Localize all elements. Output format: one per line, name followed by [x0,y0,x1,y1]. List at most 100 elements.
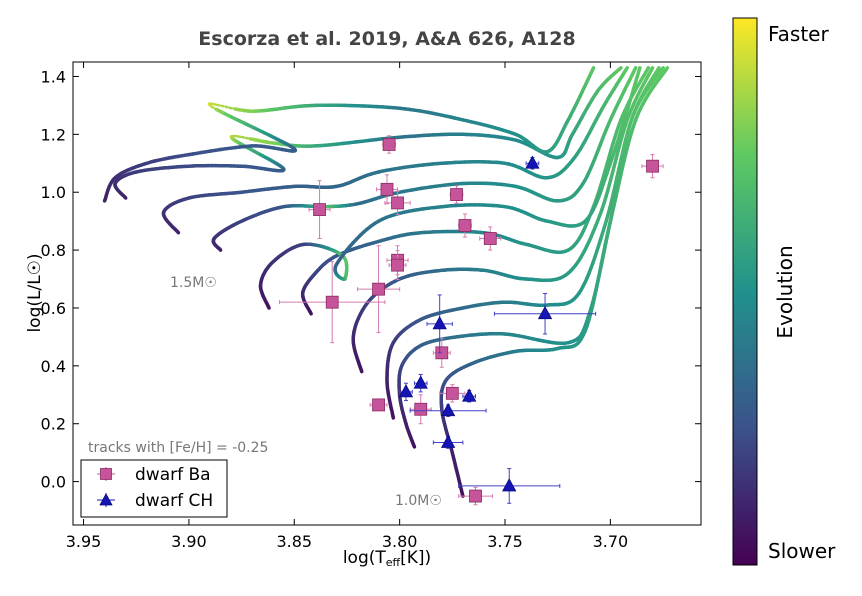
y-axis-ticks: 0.0 0.2 0.4 0.6 0.8 1.0 1.2 1.4 [41,67,701,492]
triangle-marker [440,434,456,448]
x-tick-label: 3.90 [171,532,207,551]
series-dwarf-ch [398,155,597,504]
y-tick-label: 0.2 [41,415,66,434]
track-segment [655,66,661,72]
track-segment [241,135,248,140]
data-point [439,384,466,403]
colorbar-gradient [732,17,758,566]
evolution-track [211,66,638,252]
x-tick-label: 3.70 [593,532,629,551]
mass-label-high: 1.5M☉ [170,275,217,291]
evolution-track [161,66,629,235]
colorbar: Faster Slower Evolution [732,17,836,566]
square-marker [435,346,449,360]
track-segment [624,66,629,72]
x-tick-label: 3.80 [382,532,418,551]
evolution-track [351,66,655,374]
square-marker [313,203,326,216]
data-point [356,245,401,334]
track-segment [237,135,244,139]
y-tick-label: 0.8 [41,241,66,260]
triangle-marker [413,375,428,389]
plot-frame [72,61,702,526]
x-axis-ticks: 3.95 3.90 3.85 3.80 3.75 3.70 [66,62,628,551]
data-point [462,388,477,403]
track-segment [618,66,623,71]
data-point [308,180,331,240]
data-point [479,226,502,251]
legend-label-ch: dwarf CH [135,491,213,511]
track-segment [216,103,224,108]
triangle-marker [502,478,517,492]
legend: dwarf Ba dwarf CH [80,459,228,518]
data-point [382,135,396,154]
square-marker [372,282,385,296]
data-point [409,402,487,417]
evolution-track [258,66,642,310]
chart-title: Escorza et al. 2019, A&A 626, A128 [198,28,575,50]
data-point [426,294,453,354]
square-marker [372,398,385,412]
triangle-marker [537,305,553,320]
data-point [641,154,664,179]
data-point [413,374,428,393]
x-tick-label: 3.85 [276,532,312,551]
data-point [458,486,493,506]
data-point [493,293,597,335]
square-marker [391,196,404,210]
data-point [375,174,399,205]
track-segment [664,66,670,72]
triangle-marker [398,384,414,398]
square-marker [414,402,428,416]
mass-label-low: 1.0M☉ [395,493,442,509]
x-tick-label: 3.95 [66,532,102,551]
square-marker [382,138,396,151]
y-tick-label: 0.0 [41,473,66,492]
y-tick-label: 1.0 [41,183,66,202]
data-point [369,398,388,412]
square-marker [450,188,463,201]
legend-marker-ba [97,467,115,481]
data-point [384,190,411,216]
y-tick-label: 0.6 [41,299,66,318]
legend-label-ba: dwarf Ba [135,465,211,485]
square-marker [646,159,659,173]
square-marker [391,258,404,272]
x-tick-label: 3.75 [487,532,523,551]
data-point [432,434,464,449]
square-marker [380,182,394,196]
data-point [458,468,561,504]
track-segment [649,66,655,72]
track-segment [590,66,596,72]
track-segment [632,66,638,72]
square-marker [458,219,472,232]
track-segment [645,66,651,72]
colorbar-top-label: Faster [768,22,829,46]
data-points [279,135,664,506]
track-segment [660,66,665,72]
tracks-note: tracks with [Fe/H] = -0.25 [88,440,268,456]
evolution-tracks [102,66,670,498]
data-point [432,337,451,368]
data-point [388,250,407,281]
data-point [279,261,386,344]
data-point [398,382,414,402]
triangle-marker [432,316,447,330]
y-tick-label: 0.4 [41,357,66,376]
square-marker [469,489,482,503]
y-axis-label: log(L/L☉) [25,253,45,332]
triangle-marker [462,388,477,402]
x-axis-label: log(Teff[K]) [343,548,431,569]
square-marker [325,295,339,309]
evolution-track [102,66,596,203]
triangle-marker [525,155,540,169]
track-segment [636,66,642,74]
y-tick-label: 1.4 [41,67,66,86]
series-dwarf-ba [279,135,664,506]
data-point [525,155,540,170]
colorbar-label: Evolution [773,245,797,338]
evolution-track [439,66,670,498]
data-point [449,185,464,204]
legend-marker-ch [97,493,115,507]
